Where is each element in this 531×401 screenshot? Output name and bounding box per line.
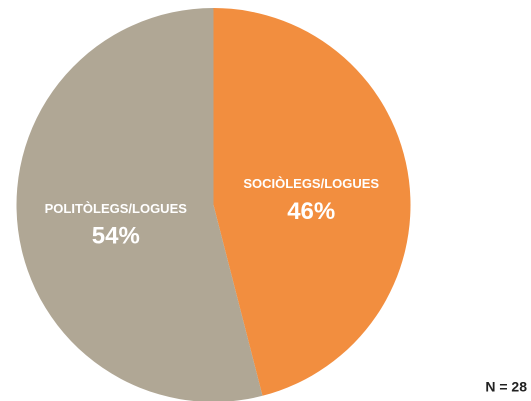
pie-slice (213, 8, 411, 396)
slice-value: 54% (92, 223, 140, 250)
slice-label: POLITÒLEGS/LOGUES (45, 201, 188, 216)
slice-value: 46% (287, 198, 335, 225)
slice-label: SOCIÒLEGS/LOGUES (243, 176, 379, 191)
pie-slice (16, 8, 263, 401)
annotation: N = 28 (485, 379, 527, 395)
